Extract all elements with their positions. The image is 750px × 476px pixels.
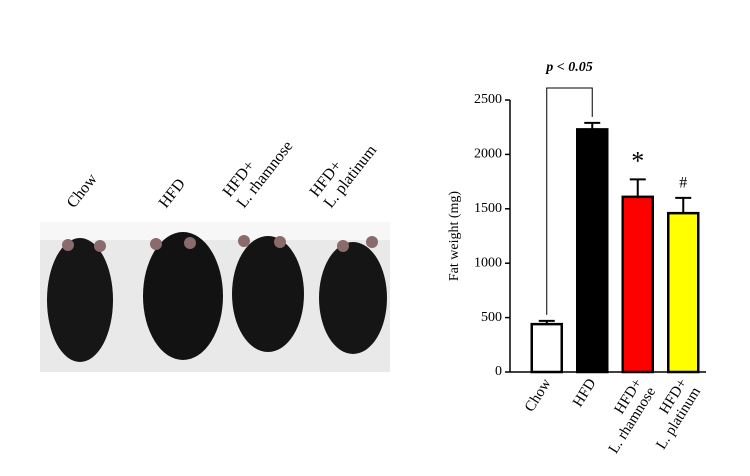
ear [94, 240, 106, 252]
mouse [143, 232, 223, 360]
mouse [319, 242, 387, 354]
significance-bracket [546, 87, 593, 315]
y-tick-label: 2000 [474, 147, 502, 162]
ear [274, 236, 286, 248]
bar [576, 128, 609, 374]
ear [150, 238, 162, 250]
y-tick-label: 1500 [474, 201, 502, 216]
bar [530, 322, 563, 374]
y-axis-label: Fat weight (mg) [447, 191, 462, 282]
bar [667, 211, 700, 374]
photo [40, 222, 390, 372]
y-tick-label: 0 [495, 364, 502, 379]
photo-board [40, 222, 390, 240]
bar [621, 195, 654, 374]
ear [366, 236, 378, 248]
ear [62, 239, 74, 251]
y-tick-label: 2500 [474, 92, 502, 107]
ear [337, 240, 349, 252]
ear [238, 235, 250, 247]
annotation: * [631, 146, 644, 175]
ear [184, 237, 196, 249]
annotation: p < 0.05 [545, 60, 592, 75]
annotation: # [679, 175, 687, 192]
mouse [47, 238, 113, 362]
mouse [232, 236, 304, 352]
y-tick-label: 500 [481, 310, 502, 325]
y-tick-label: 1000 [474, 255, 502, 270]
